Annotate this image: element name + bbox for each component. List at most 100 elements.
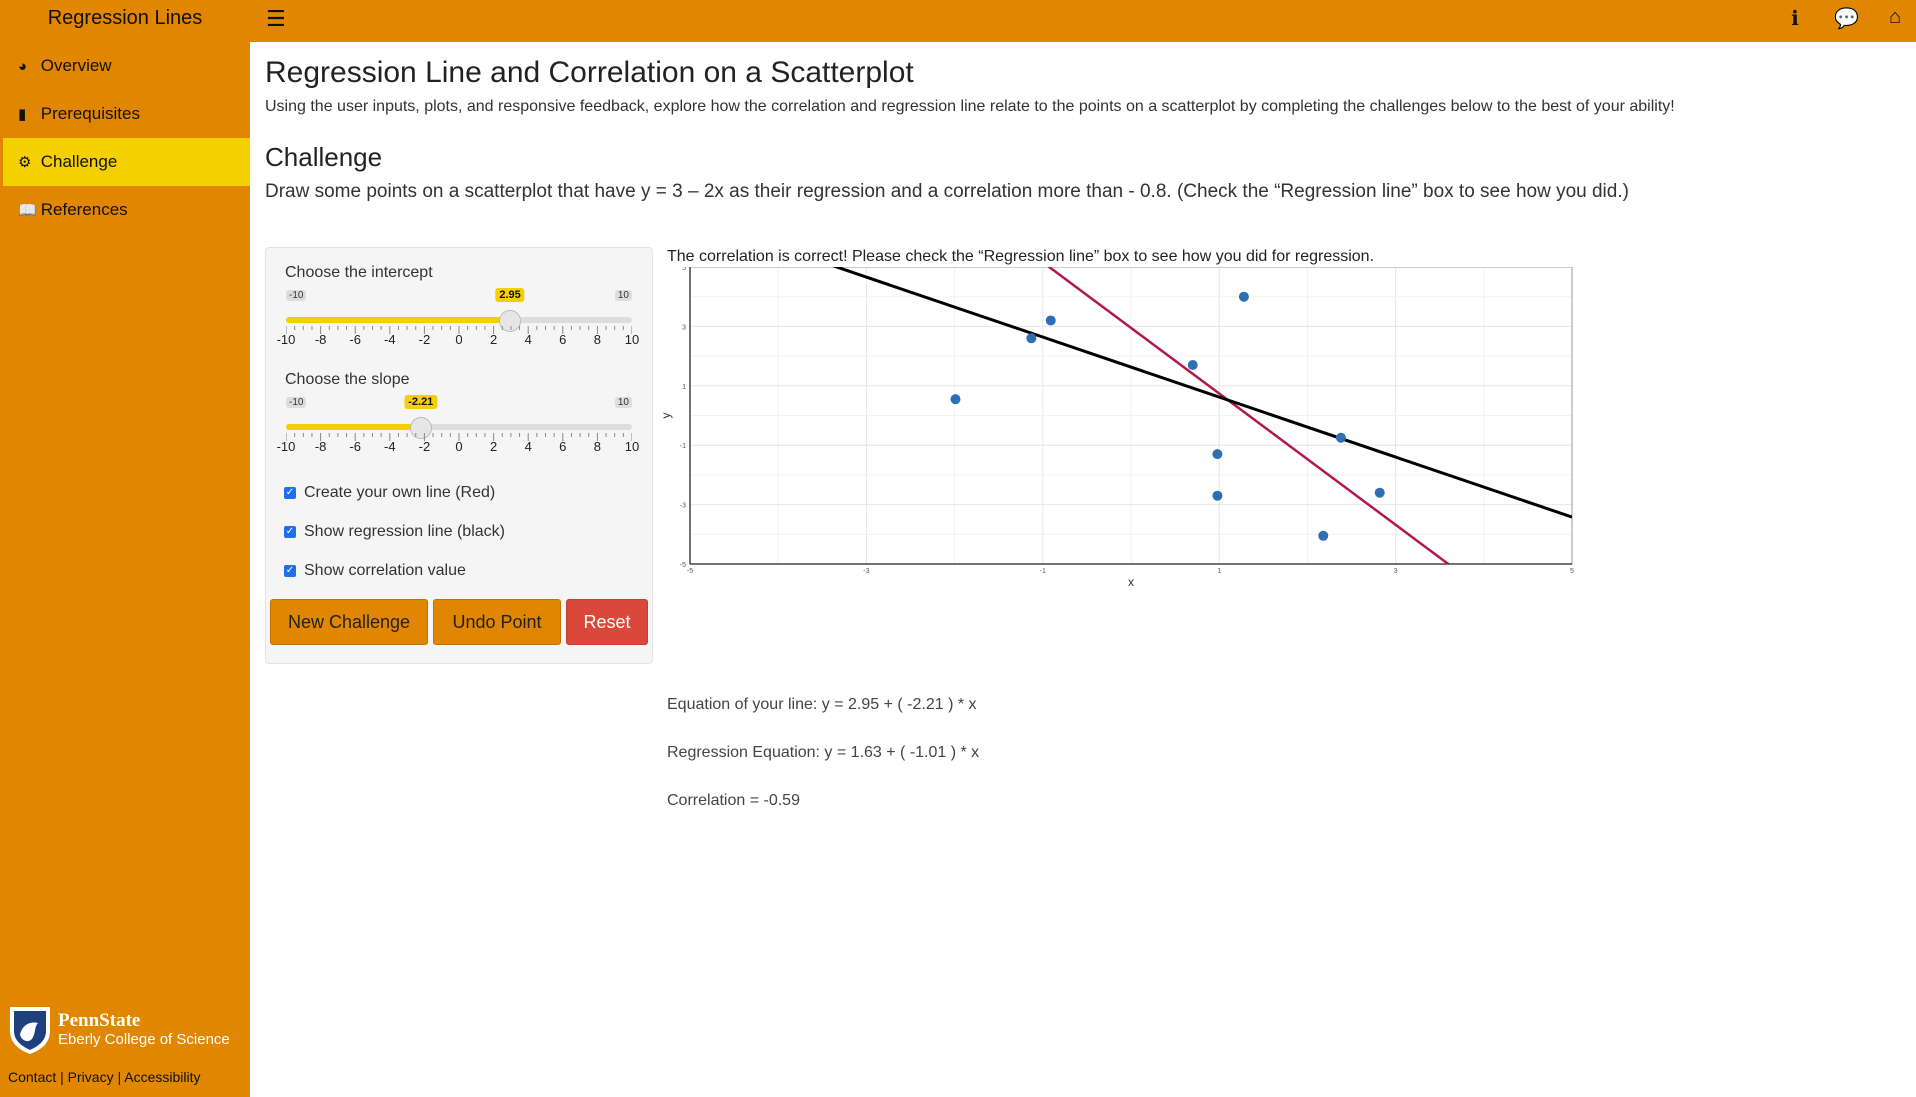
checkbox-checked-icon[interactable]: ✓ <box>284 487 296 499</box>
data-point <box>1318 530 1329 541</box>
x-tick-label: 5 <box>1570 568 1574 575</box>
data-point <box>950 394 961 405</box>
data-point <box>1026 333 1037 344</box>
slope-label: Choose the slope <box>285 371 410 388</box>
main-content: Regression Line and Correlation on a Sca… <box>265 42 1905 809</box>
sidebar-item-overview[interactable]: ◕ Overview <box>0 42 250 90</box>
correlation-checkbox[interactable]: ✓ Show correlation value <box>284 562 466 580</box>
slider-min: -10 <box>286 397 307 408</box>
data-point <box>1212 490 1223 501</box>
slider-tick-label: 8 <box>593 439 602 454</box>
slider-tick-label: -2 <box>418 439 431 454</box>
slider-tick-label: -4 <box>384 332 396 347</box>
sidebar-item-label: References <box>40 200 128 219</box>
page-title: Regression Line and Correlation on a Sca… <box>265 56 914 89</box>
slider-tick-label: -2 <box>418 332 431 347</box>
correlation-value: Correlation = -0.59 <box>667 792 800 809</box>
intercept-slider[interactable]: -10 10 2.95 -10 -8 -6 -4 -2 0 2 4 6 8 10 <box>277 288 639 350</box>
intro-text: Using the user inputs, plots, and respon… <box>265 98 1675 115</box>
slider-track[interactable] <box>286 424 632 430</box>
slider-tick-label: 10 <box>624 332 640 347</box>
slider-tick-label: 6 <box>559 439 567 454</box>
user-line <box>1047 267 1451 564</box>
data-point <box>1374 487 1385 498</box>
slider-ticks <box>286 326 632 334</box>
slider-handle[interactable] <box>499 310 522 332</box>
info-icon[interactable]: ℹ <box>1791 8 1799 30</box>
y-tick-label: 1 <box>682 384 686 391</box>
regression-line-checkbox[interactable]: ✓ Show regression line (black) <box>284 523 505 541</box>
logo-name: PennState <box>58 1010 141 1031</box>
separator: | <box>60 1069 64 1085</box>
shield-icon <box>10 1007 50 1054</box>
x-tick-label: 3 <box>1394 568 1398 575</box>
y-tick-label: 3 <box>682 324 686 331</box>
accessibility-link[interactable]: Accessibility <box>124 1069 201 1085</box>
open-book-icon: 📖 <box>18 202 37 219</box>
slider-tick-label: 10 <box>624 439 640 454</box>
slope-slider[interactable]: -10 10 -2.21 -10 -8 -6 -4 -2 0 2 4 6 8 10 <box>277 395 639 457</box>
sidebar-item-label: Challenge <box>40 152 118 171</box>
feedback-text: The correlation is correct! Please check… <box>667 248 1375 265</box>
x-tick-label: -5 <box>687 568 693 575</box>
slider-tick-label: -6 <box>349 439 361 454</box>
hamburger-icon[interactable]: ☰ <box>266 6 286 31</box>
slider-ticks <box>286 433 632 441</box>
plot-lines <box>832 267 1572 564</box>
slider-tick-label: 6 <box>559 332 567 347</box>
scatterplot-svg[interactable]: -5 -3 -1 1 3 5 5 3 1 -1 -3 -5 x y <box>659 265 1660 612</box>
home-icon[interactable]: ⌂ <box>1888 6 1902 28</box>
data-point <box>1045 315 1056 326</box>
data-point <box>1238 291 1249 302</box>
sidebar-item-label: Prerequisites <box>40 104 140 123</box>
checkbox-label: Show correlation value <box>304 562 466 579</box>
y-axis-label: y <box>660 413 673 419</box>
challenge-heading: Challenge <box>265 142 383 172</box>
pennstate-logo[interactable]: PennState Eberly College of Science <box>8 1005 230 1055</box>
sidebar-item-challenge[interactable]: ⚙ Challenge <box>3 138 250 186</box>
x-tick-label: -1 <box>1040 568 1046 575</box>
y-tick-label: -5 <box>680 562 686 569</box>
reset-button[interactable]: Reset <box>566 599 648 645</box>
undo-point-button[interactable]: Undo Point <box>433 599 561 645</box>
sidebar-item-references[interactable]: 📖 References <box>0 186 250 234</box>
data-point <box>1335 432 1346 443</box>
checkbox-label: Create your own line (Red) <box>304 484 496 501</box>
sidebar-item-prerequisites[interactable]: ▮ Prerequisites <box>0 90 250 138</box>
new-challenge-button[interactable]: New Challenge <box>270 599 428 645</box>
x-tick-label: -3 <box>863 568 869 575</box>
slider-tick-label: 8 <box>593 332 602 347</box>
y-tick-label: -1 <box>680 443 686 450</box>
chat-icon[interactable]: 💬 <box>1834 8 1859 30</box>
controls-panel: Choose the intercept -10 10 2.95 -10 -8 -6… <box>265 247 653 664</box>
data-point <box>1212 449 1223 460</box>
data-point <box>1187 360 1198 371</box>
contact-link[interactable]: Contact <box>8 1069 57 1085</box>
separator: | <box>117 1069 122 1085</box>
slider-max: 10 <box>614 397 632 408</box>
x-tick-label: 1 <box>1217 568 1221 575</box>
checkbox-checked-icon[interactable]: ✓ <box>284 565 296 577</box>
y-tick-label: 5 <box>682 267 686 272</box>
gears-icon: ⚙ <box>18 154 32 171</box>
top-icons: ℹ 💬 ⌂ <box>1784 6 1906 31</box>
own-line-checkbox[interactable]: ✓ Create your own line (Red) <box>284 484 495 502</box>
dashboard-icon: ◕ <box>18 58 28 75</box>
slider-value: -2.21 <box>404 395 438 409</box>
slider-tick-label: -4 <box>384 439 396 454</box>
slider-min: -10 <box>286 290 307 301</box>
scatterplot[interactable]: -5 -3 -1 1 3 5 5 3 1 -1 -3 -5 x y <box>659 265 1660 612</box>
slider-tick-label: -10 <box>276 332 296 347</box>
slider-fill <box>286 424 421 430</box>
slider-tick-label: -6 <box>349 332 361 347</box>
sidebar-item-label: Overview <box>40 56 112 75</box>
slider-max: 10 <box>614 290 632 301</box>
book-icon: ▮ <box>18 106 27 123</box>
slider-tick-label: 2 <box>489 439 498 454</box>
checkbox-checked-icon[interactable]: ✓ <box>284 526 296 538</box>
privacy-link[interactable]: Privacy <box>67 1069 114 1085</box>
slider-tick-label: -8 <box>314 332 327 347</box>
slider-tick-label: 0 <box>455 332 463 347</box>
slider-tick-label: 4 <box>524 332 532 347</box>
y-tick-label: -3 <box>680 503 686 510</box>
